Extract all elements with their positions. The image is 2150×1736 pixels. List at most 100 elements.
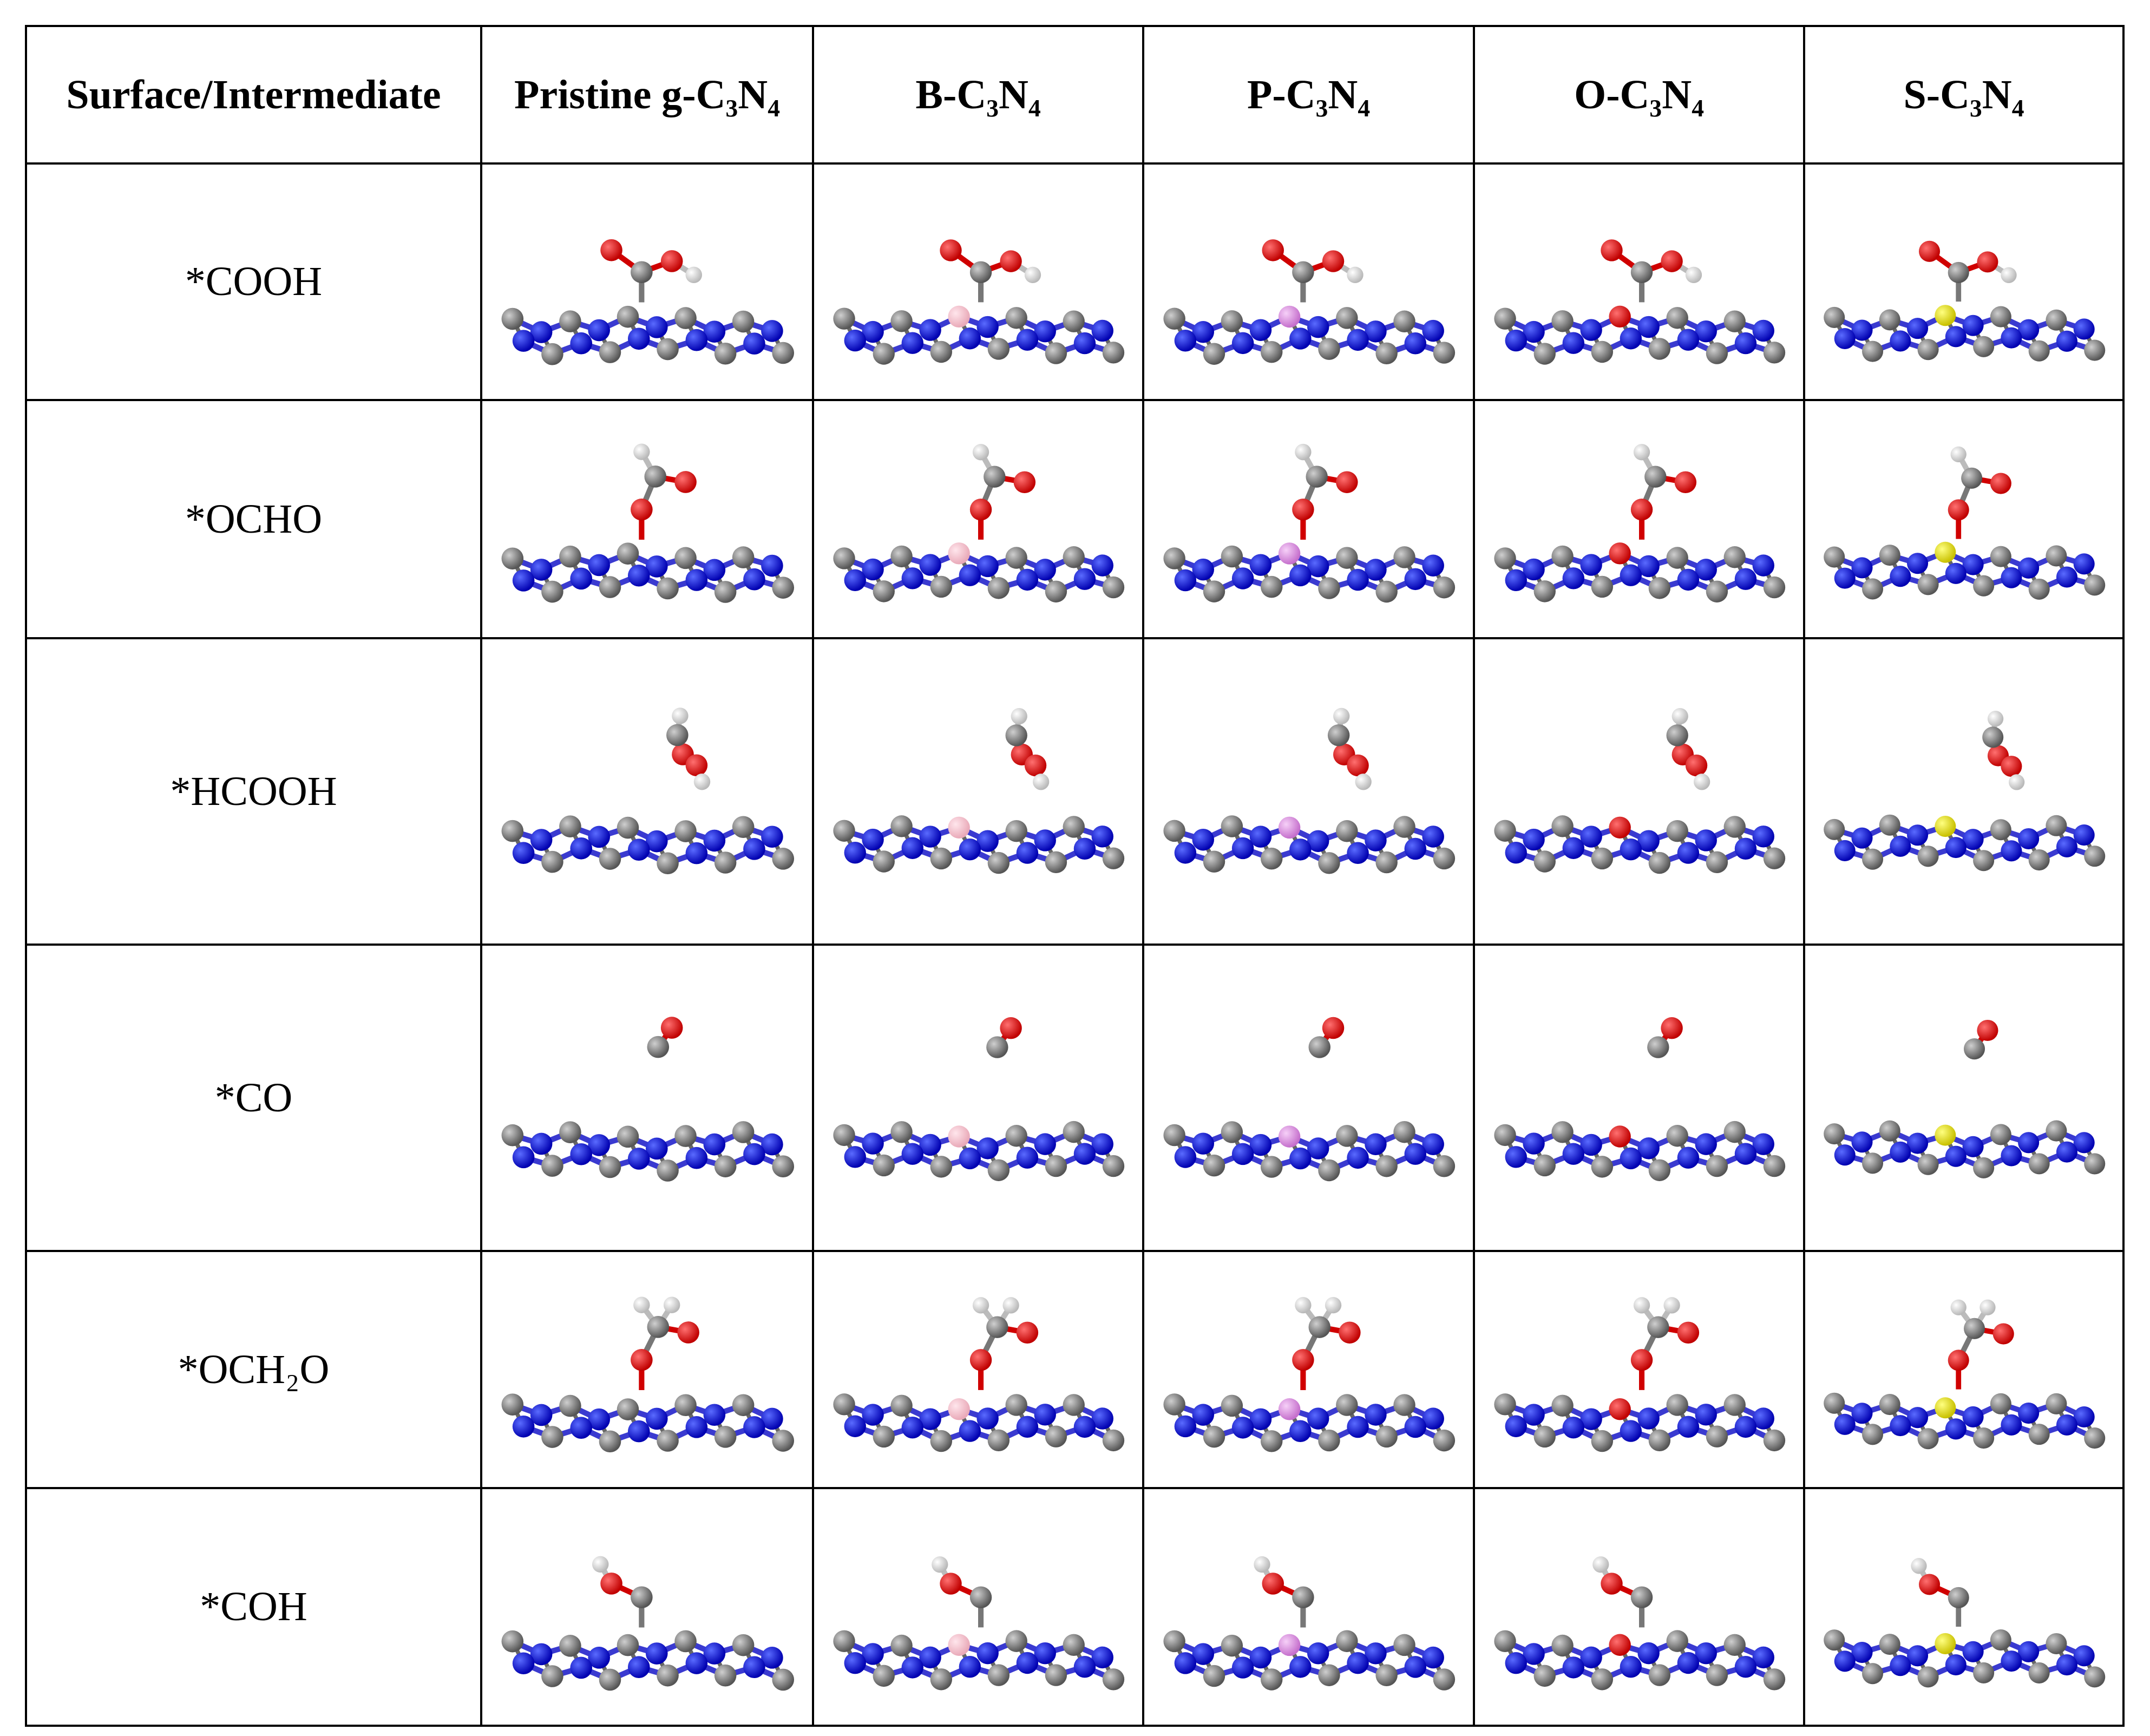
atom <box>1422 554 1444 577</box>
atom <box>948 1634 970 1656</box>
atom <box>1505 329 1527 352</box>
header-cell: P-C₃N₄ <box>1142 25 1475 165</box>
structure-image <box>1163 239 1456 365</box>
atom <box>627 327 650 350</box>
atom <box>2001 756 2022 777</box>
atom <box>1174 569 1197 592</box>
structure-image <box>1163 443 1456 603</box>
atom <box>663 1296 680 1313</box>
atom <box>1347 1652 1369 1674</box>
row-label: *COH <box>25 1487 482 1727</box>
atom <box>1318 1159 1340 1182</box>
atom <box>862 320 884 343</box>
atom <box>930 847 953 870</box>
atom <box>969 261 992 284</box>
atom <box>1580 554 1602 576</box>
atom <box>2018 1403 2040 1424</box>
atom <box>1347 1147 1369 1169</box>
atom <box>743 1416 765 1438</box>
atom <box>890 545 913 568</box>
atom <box>1620 1655 1642 1678</box>
atom <box>1620 838 1642 861</box>
atom <box>1102 1155 1125 1177</box>
atom <box>873 343 895 365</box>
atom <box>1591 1430 1614 1452</box>
atom <box>1307 316 1329 338</box>
atom <box>703 1404 726 1426</box>
atom <box>1879 1634 1900 1655</box>
atom <box>1706 851 1728 874</box>
atom <box>1992 1323 2014 1345</box>
atom <box>1260 340 1283 363</box>
atom <box>1163 820 1185 842</box>
atom <box>2018 1132 2040 1154</box>
atom <box>2046 1393 2067 1414</box>
atom <box>1355 774 1372 790</box>
atom <box>1091 1133 1113 1155</box>
atom <box>1422 826 1444 848</box>
atom <box>530 829 553 851</box>
structure-image <box>1824 1558 2106 1688</box>
atom <box>1879 309 1900 331</box>
atom <box>541 1426 563 1448</box>
atom <box>1174 1652 1197 1674</box>
atom <box>1016 1147 1039 1169</box>
atom <box>1973 850 1995 872</box>
atom <box>1221 310 1243 332</box>
atom <box>1824 1629 1845 1651</box>
atom <box>703 320 726 343</box>
atom <box>948 542 970 565</box>
atom <box>1203 1154 1225 1177</box>
structure-image <box>501 1017 795 1182</box>
atom <box>1677 329 1700 351</box>
atom <box>1494 1124 1516 1147</box>
atom <box>1990 1629 2011 1651</box>
atom <box>890 1121 913 1143</box>
atom <box>1834 1144 1856 1166</box>
atom <box>1591 1668 1614 1691</box>
atom <box>873 1665 895 1687</box>
atom <box>512 842 535 864</box>
atom <box>647 1316 670 1338</box>
atom <box>1601 239 1623 261</box>
atom <box>1695 1133 1717 1155</box>
structure-cell <box>1803 399 2125 639</box>
atom <box>1945 837 1967 859</box>
atom <box>559 1635 581 1657</box>
atom <box>1609 1125 1631 1148</box>
atom <box>1203 1665 1225 1687</box>
atom <box>1723 1121 1746 1143</box>
atom <box>1262 239 1284 261</box>
atom <box>833 547 855 569</box>
atom <box>761 320 783 342</box>
atom <box>987 1664 1010 1686</box>
atom <box>1063 546 1085 568</box>
atom <box>1962 554 1984 575</box>
atom <box>1666 547 1688 569</box>
atom <box>1163 307 1185 330</box>
structure-cell <box>1142 1250 1475 1489</box>
atom <box>1365 829 1387 851</box>
atom <box>1666 820 1688 842</box>
atom <box>599 1430 621 1453</box>
atom <box>1637 555 1660 578</box>
atom <box>1562 1656 1584 1679</box>
atom <box>1016 568 1039 591</box>
atom <box>1231 1656 1254 1679</box>
atom <box>1734 1143 1757 1165</box>
atom <box>1523 1404 1545 1426</box>
atom <box>1494 1630 1516 1653</box>
atom <box>1620 327 1642 350</box>
atom <box>1221 1121 1243 1143</box>
atom <box>1163 1124 1185 1147</box>
atom <box>844 841 866 864</box>
structure-cell <box>1142 399 1475 639</box>
table-row: *HCOOH <box>25 637 2125 946</box>
atom <box>1318 1664 1340 1686</box>
atom <box>672 707 689 724</box>
structure-cell <box>1803 1250 2125 1489</box>
atom <box>1523 558 1545 581</box>
structure-image <box>1494 444 1786 602</box>
atom <box>1404 332 1427 355</box>
atom <box>1231 567 1254 589</box>
